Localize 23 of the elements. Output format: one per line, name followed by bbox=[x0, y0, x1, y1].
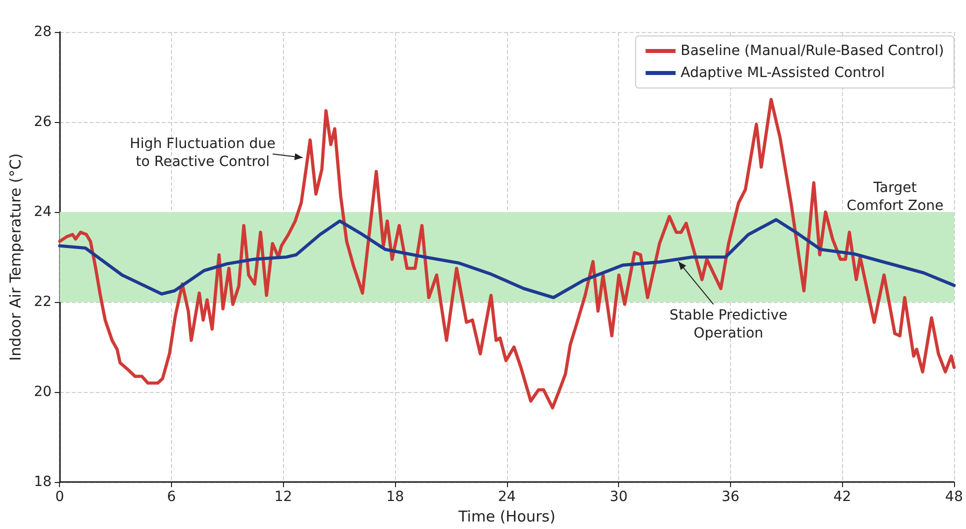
legend-label: Baseline (Manual/Rule-Based Control) bbox=[680, 43, 944, 59]
y-tick-label: 18 bbox=[34, 474, 52, 490]
y-tick-label: 20 bbox=[34, 384, 52, 400]
x-tick-label: 12 bbox=[274, 489, 292, 506]
x-tick-label: 0 bbox=[55, 489, 64, 506]
y-tick-label: 22 bbox=[34, 294, 52, 310]
y-tick-label: 28 bbox=[34, 24, 52, 40]
y-tick-label: 24 bbox=[34, 204, 52, 220]
x-axis-title: Time (Hours) bbox=[457, 508, 556, 526]
x-tick-label: 36 bbox=[722, 489, 740, 506]
x-tick-label: 6 bbox=[167, 489, 176, 506]
band-label: Target Comfort Zone bbox=[846, 180, 944, 214]
x-tick-label: 42 bbox=[833, 489, 852, 506]
y-axis-title: Indoor Air Temperature (°C) bbox=[6, 153, 24, 361]
annotation: High Fluctuation due to Reactive Control bbox=[130, 136, 276, 170]
annotation: Stable Predictive Operation bbox=[670, 307, 788, 342]
legend-label: Adaptive ML-Assisted Control bbox=[680, 65, 885, 81]
x-tick-label: 48 bbox=[945, 489, 964, 506]
x-tick-label: 18 bbox=[386, 489, 404, 506]
y-tick-label: 26 bbox=[34, 114, 52, 130]
x-tick-label: 30 bbox=[610, 489, 628, 506]
line-series bbox=[58, 98, 956, 410]
x-tick-label: 24 bbox=[498, 489, 516, 506]
